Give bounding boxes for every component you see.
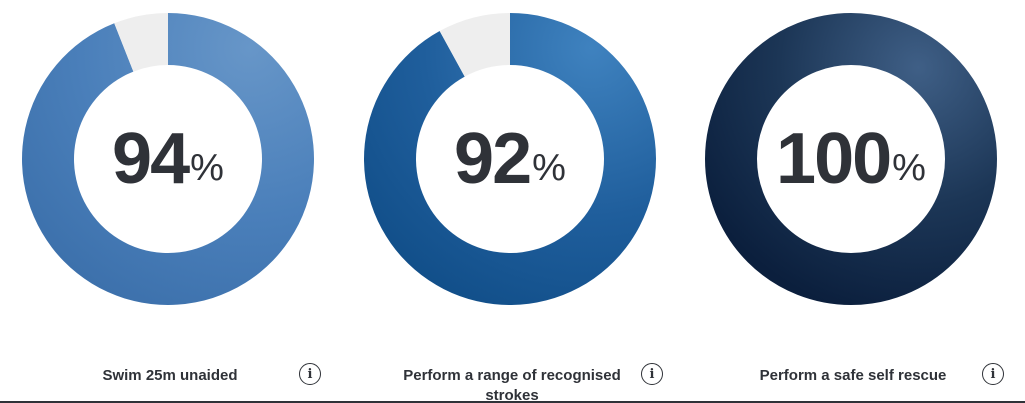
donut-value-arc [364, 13, 656, 305]
info-button[interactable]: i [641, 363, 663, 385]
donut-remainder-arc [114, 13, 168, 72]
donut-svg [705, 13, 997, 305]
stat-card-swim-25m: 94% Swim 25m unaided i [0, 0, 342, 403]
donut-svg [22, 13, 314, 305]
stat-caption: Perform a range of recognised strokes [403, 367, 621, 403]
info-button[interactable]: i [982, 363, 1004, 385]
donut-svg [364, 13, 656, 305]
info-icon: i [649, 366, 655, 382]
info-icon: i [307, 366, 313, 382]
bottom-divider [0, 401, 1025, 403]
stat-card-recognised-strokes: 92% Perform a range of recognised stroke… [342, 0, 684, 403]
donut-chart [22, 13, 314, 305]
stat-caption: Perform a safe self rescue [759, 367, 947, 384]
donut-chart [705, 13, 997, 305]
donut-chart [364, 13, 656, 305]
info-icon: i [990, 366, 996, 382]
stat-caption: Swim 25m unaided [102, 367, 238, 384]
info-button[interactable]: i [299, 363, 321, 385]
donut-value-arc [705, 13, 997, 305]
donut-remainder-arc [439, 13, 510, 77]
stat-card-self-rescue: 100% Perform a safe self rescue i [683, 0, 1025, 403]
donut-value-arc [22, 13, 314, 305]
